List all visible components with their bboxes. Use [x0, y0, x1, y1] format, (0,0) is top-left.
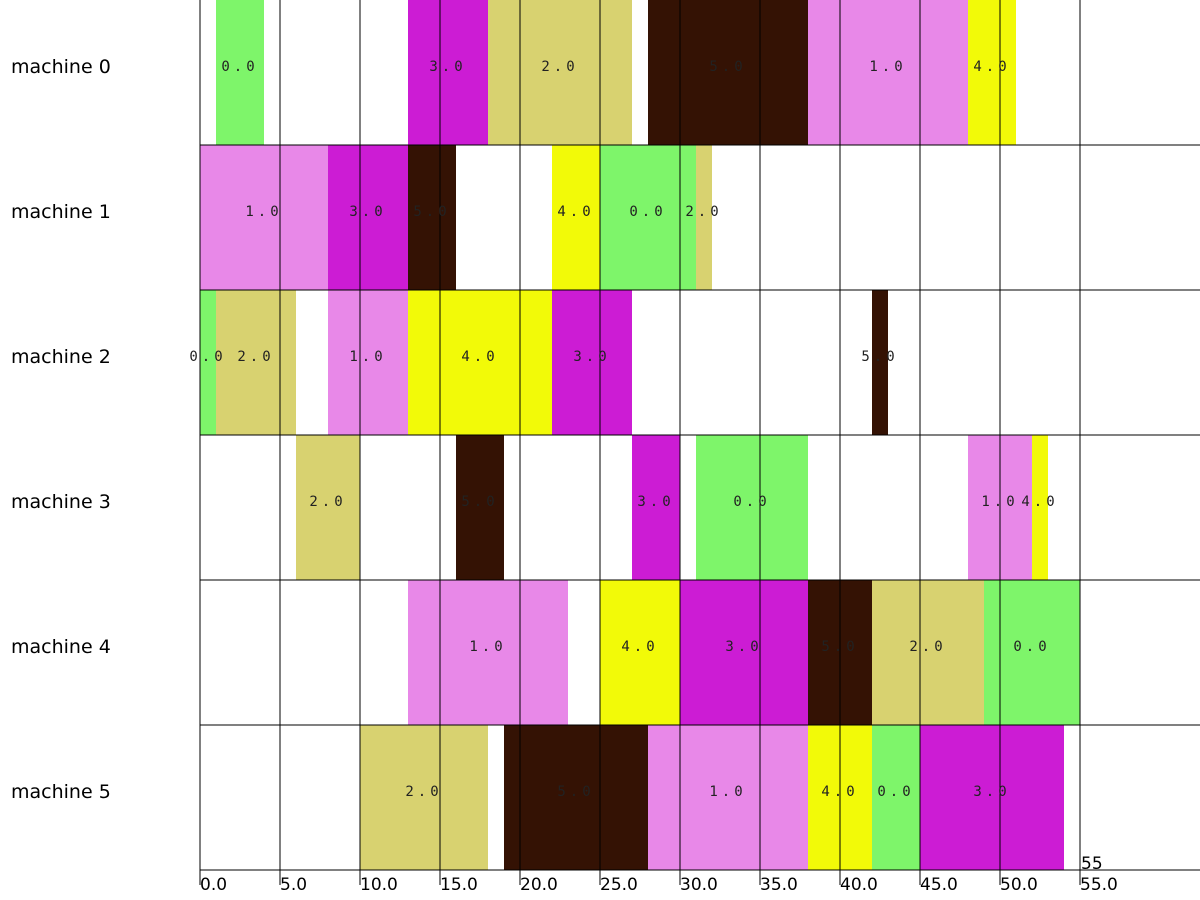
task-bar	[632, 435, 680, 580]
task-labels: 0.0 3.0 2.0 5.0 1.0 4.01.0 3.0 5.0 4.0 0.0 2.00.0 2…	[189, 59, 1058, 800]
task-label: 1.0	[709, 784, 746, 800]
task-label: 5.0	[861, 349, 898, 365]
task-bar	[696, 435, 808, 580]
task-label: 1.0	[981, 494, 1018, 510]
task-label: 0.0	[189, 349, 226, 365]
task-bar	[216, 290, 296, 435]
grid-lines	[199, 0, 1200, 885]
task-label: 4.0	[821, 784, 858, 800]
task-bar	[200, 145, 328, 290]
task-bar	[648, 0, 808, 145]
task-bar	[504, 725, 648, 870]
task-label: 5.0	[821, 639, 858, 655]
task-bar	[920, 725, 1064, 870]
task-label: 4.0	[973, 59, 1010, 75]
task-bar	[552, 290, 632, 435]
task-label: 2.0	[237, 349, 274, 365]
task-bar	[648, 725, 808, 870]
task-label: 2.0	[909, 639, 946, 655]
x-tick-label: 20.0	[520, 875, 558, 895]
task-label: 3.0	[725, 639, 762, 655]
x-tick-label: 40.0	[840, 875, 878, 895]
task-label: 1.0	[469, 639, 506, 655]
task-bar	[808, 0, 968, 145]
x-tick-label: 10.0	[360, 875, 398, 895]
task-label: 5.0	[709, 59, 746, 75]
task-bar	[408, 145, 456, 290]
task-label: 3.0	[429, 59, 466, 75]
task-label: 3.0	[973, 784, 1010, 800]
x-tick-label: 50.0	[1000, 875, 1038, 895]
machine-label: machine 4	[11, 636, 111, 658]
x-axis-ticks: 0.0 5.0 10.0 15.0 20.0 25.0 30.0 35.0 40.0 45.0 50…	[200, 875, 1118, 895]
task-label: 2.0	[309, 494, 346, 510]
x-tick-label: 55.0	[1080, 875, 1118, 895]
task-bars	[200, 0, 1080, 870]
machine-label: machine 2	[11, 346, 111, 368]
task-label: 4.0	[557, 204, 594, 220]
task-label: 4.0	[621, 639, 658, 655]
task-bar	[872, 290, 888, 435]
task-label: 5.0	[461, 494, 498, 510]
task-bar	[328, 145, 408, 290]
task-bar	[872, 725, 920, 870]
task-bar	[408, 290, 552, 435]
task-label: 0.0	[221, 59, 258, 75]
task-bar	[1032, 435, 1048, 580]
task-bar	[456, 435, 504, 580]
task-bar	[488, 0, 632, 145]
task-label: 0.0	[877, 784, 914, 800]
machine-label: machine 1	[11, 201, 111, 223]
task-bar	[200, 290, 216, 435]
task-label: 5.0	[413, 204, 450, 220]
task-bar	[552, 145, 600, 290]
task-label: 3.0	[349, 204, 386, 220]
x-tick-label: 5.0	[280, 875, 307, 895]
task-bar	[600, 580, 680, 725]
task-label: 0.0	[629, 204, 666, 220]
task-bar	[360, 725, 488, 870]
x-tick-label: 45.0	[920, 875, 958, 895]
machine-label: machine 0	[11, 56, 111, 78]
machine-label: machine 3	[11, 491, 111, 513]
task-bar	[968, 0, 1016, 145]
task-label: 1.0	[869, 59, 906, 75]
task-bar	[408, 0, 488, 145]
task-label: 3.0	[573, 349, 610, 365]
x-tick-label: 0.0	[200, 875, 227, 895]
task-label: 2.0	[541, 59, 578, 75]
x-tick-label: 25.0	[600, 875, 638, 895]
makespan-label: 55	[1081, 854, 1103, 874]
task-bar	[680, 580, 808, 725]
task-label: 5.0	[557, 784, 594, 800]
task-label: 2.0	[405, 784, 442, 800]
task-bar	[696, 145, 712, 290]
task-bar	[296, 435, 360, 580]
task-label: 0.0	[1013, 639, 1050, 655]
task-bar	[328, 290, 408, 435]
x-tick-label: 30.0	[680, 875, 718, 895]
task-label: 1.0	[245, 204, 282, 220]
task-bar	[872, 580, 984, 725]
task-bar	[408, 580, 568, 725]
machine-labels: machine 0 machine 1 machine 2 machine 3 mach…	[11, 56, 111, 803]
x-tick-label: 15.0	[440, 875, 478, 895]
task-label: 4.0	[461, 349, 498, 365]
task-label: 1.0	[349, 349, 386, 365]
machine-label: machine 5	[11, 781, 111, 803]
task-label: 0.0	[733, 494, 770, 510]
task-label: 2.0	[685, 204, 722, 220]
task-label: 3.0	[637, 494, 674, 510]
x-tick-label: 35.0	[760, 875, 798, 895]
task-bar	[216, 0, 264, 145]
task-label: 4.0	[1021, 494, 1058, 510]
